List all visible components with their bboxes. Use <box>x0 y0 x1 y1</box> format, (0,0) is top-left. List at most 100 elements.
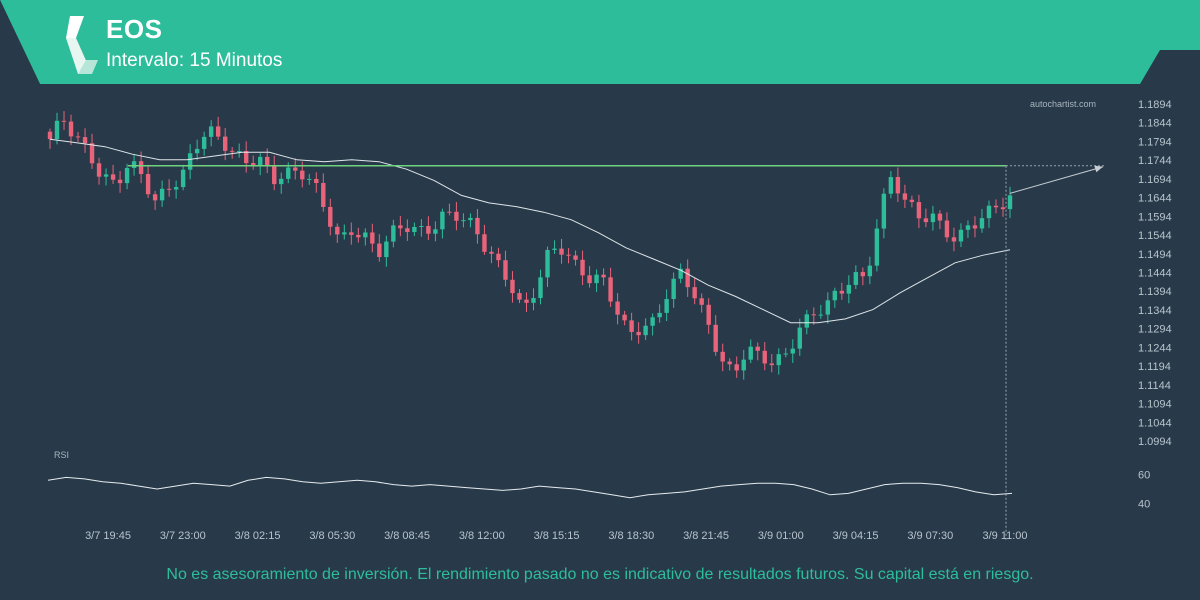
candle <box>811 307 816 325</box>
candle <box>734 356 739 378</box>
candle <box>194 139 200 161</box>
time-tick-label: 3/9 11:00 <box>982 530 1027 542</box>
price-tick-label: 1.1644 <box>1138 193 1172 205</box>
candle <box>937 210 943 230</box>
candle <box>678 263 683 284</box>
candle <box>741 349 746 380</box>
price-tick-label: 1.1044 <box>1138 417 1172 429</box>
interval-subtitle: Intervalo: 15 Minutos <box>106 50 283 71</box>
candle <box>166 179 172 197</box>
candle <box>881 188 887 239</box>
brand-logo-icon <box>66 16 98 74</box>
candle <box>860 267 866 286</box>
candle <box>405 219 410 241</box>
price-tick-label: 1.1294 <box>1138 324 1172 336</box>
candle <box>468 213 473 228</box>
candle <box>384 235 389 267</box>
candle <box>180 164 186 191</box>
price-tick-label: 1.1194 <box>1138 361 1171 373</box>
candle <box>47 128 53 149</box>
candle <box>902 184 908 208</box>
candle <box>524 292 529 313</box>
candle <box>727 358 732 371</box>
candle <box>790 339 795 363</box>
time-tick-label: 3/8 08:45 <box>384 530 430 542</box>
candle <box>307 174 312 185</box>
candle <box>692 278 697 305</box>
price-tick-label: 1.1494 <box>1138 249 1172 261</box>
price-tick-label: 1.1694 <box>1138 174 1172 186</box>
candle <box>636 322 641 344</box>
candle <box>272 155 277 191</box>
candle <box>510 271 515 303</box>
time-tick-label: 3/8 18:30 <box>608 530 654 542</box>
time-tick-label: 3/8 21:45 <box>683 530 729 542</box>
candle <box>229 147 235 159</box>
candle <box>538 269 543 305</box>
candle <box>531 288 536 311</box>
candle <box>503 250 508 287</box>
rsi-tick-label: 40 <box>1138 499 1150 511</box>
candle <box>293 158 298 180</box>
disclaimer-text: No es asesoramiento de inversión. El ren… <box>166 566 1034 583</box>
candle <box>482 224 487 255</box>
candle <box>622 310 627 326</box>
candle <box>279 172 284 194</box>
candle <box>853 265 859 290</box>
candle <box>370 223 375 253</box>
candle <box>706 298 711 334</box>
moving-average-layer <box>49 138 1011 324</box>
price-tick-label: 1.1794 <box>1138 136 1172 148</box>
candle <box>643 318 648 341</box>
candle <box>629 312 634 341</box>
trend-arrow <box>1009 166 1104 194</box>
candle <box>1007 186 1013 219</box>
candle <box>258 153 263 176</box>
candle <box>475 209 480 244</box>
candle <box>201 131 207 156</box>
candle <box>832 287 838 308</box>
candle <box>825 292 831 324</box>
candle <box>895 167 901 203</box>
candle <box>68 114 74 146</box>
candle <box>356 227 361 243</box>
candle <box>944 212 950 243</box>
candle <box>152 190 158 210</box>
candle <box>328 198 333 236</box>
candle <box>454 202 459 231</box>
candle <box>342 224 347 240</box>
candle <box>559 238 564 264</box>
candle <box>587 266 592 288</box>
price-tick-label: 1.1344 <box>1138 305 1172 317</box>
candle <box>867 256 873 285</box>
candle <box>664 289 669 322</box>
candle <box>594 269 599 292</box>
rsi-line <box>47 476 1013 499</box>
candle <box>159 180 165 207</box>
candle <box>426 216 431 240</box>
price-tick-label: 1.1594 <box>1138 211 1172 223</box>
header-notch <box>0 0 40 84</box>
candle <box>363 228 368 246</box>
candle <box>103 168 109 186</box>
candle <box>769 354 774 373</box>
price-tick-label: 1.1844 <box>1138 118 1172 130</box>
time-tick-label: 3/9 04:15 <box>833 530 879 542</box>
candle <box>82 128 88 153</box>
candle <box>349 222 354 245</box>
trend-arrow-head-icon <box>1094 165 1103 173</box>
candle <box>377 234 382 262</box>
candle <box>958 223 964 248</box>
candle <box>755 342 760 361</box>
candle <box>222 128 228 161</box>
price-axis: 1.1894 1.1844 1.1794 1.1744 1.1694 1.1644 1.15… <box>1138 99 1172 448</box>
candle <box>433 221 438 242</box>
candle <box>783 347 788 358</box>
candle <box>145 166 151 198</box>
header-background <box>0 0 1200 84</box>
candle <box>391 219 396 248</box>
time-tick-label: 3/8 12:00 <box>459 530 505 542</box>
candle <box>916 194 922 229</box>
price-tick-label: 1.1144 <box>1138 380 1171 392</box>
